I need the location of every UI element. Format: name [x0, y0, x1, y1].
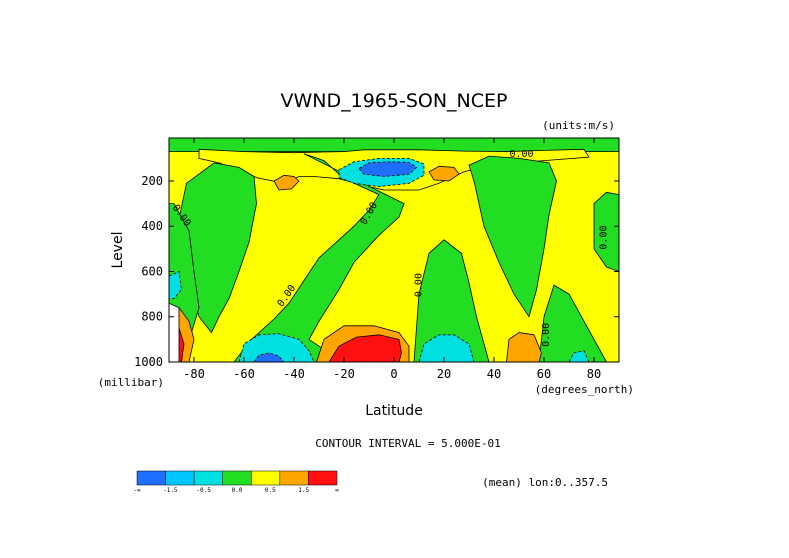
y-tick-label-1: 400	[141, 219, 163, 233]
x-axis-title: Latitude	[365, 403, 423, 419]
x-tick-label-8: 80	[587, 367, 601, 381]
contour-region-blue-18	[253, 352, 285, 362]
x-tick-label-6: 40	[487, 367, 501, 381]
contour-region-green-1	[169, 138, 619, 152]
mean-longitude-text: (mean) lon:0..357.5	[482, 476, 608, 489]
x-tick-label-3: -20	[333, 367, 355, 381]
units-label: (units:m/s)	[542, 119, 615, 132]
contour-interval-text: CONTOUR INTERVAL = 5.000E-01	[315, 437, 500, 450]
y-axis-title: Level	[110, 232, 126, 269]
colorbar-swatch-1	[165, 470, 195, 486]
x-tick-label-7: 60	[537, 367, 551, 381]
contour-label-0: 0.00	[509, 149, 533, 160]
colorbar-swatch-2	[193, 470, 223, 486]
colorbar-label-4: 0.5	[265, 487, 276, 494]
chart-title: VWND_1965-SON_NCEP	[280, 90, 507, 112]
colorbar-label-6: ∞	[335, 487, 339, 494]
contour-region-green-5	[233, 153, 405, 362]
x-tick-label-2: -40	[283, 367, 305, 381]
colorbar-label-0: -∞	[133, 487, 141, 494]
contour-region-green-9	[593, 191, 619, 272]
colorbar-label-1: -1.5	[163, 487, 178, 494]
y-axis-ticks: 200 400 600 800 1000	[134, 174, 619, 369]
contour-region-orange-11	[428, 165, 460, 182]
x-tick-label-4: 0	[390, 367, 397, 381]
y-tick-label-3: 800	[141, 310, 163, 324]
y-tick-label-2: 600	[141, 264, 163, 278]
contour-plot-area	[169, 138, 619, 362]
colorbar-swatch-6	[308, 470, 338, 486]
contour-region-cyan-17	[238, 333, 315, 362]
x-tick-label-5: 20	[437, 367, 451, 381]
colorbar-swatch-4	[251, 470, 281, 486]
contour-region-green-7	[468, 155, 557, 318]
contour-label-6: 0.00	[599, 226, 610, 250]
colorbar-label-2: -0.5	[196, 487, 211, 494]
contour-region-green-6	[413, 239, 490, 362]
contour-label-4: 0.00	[414, 273, 425, 297]
contour-region-red-14	[328, 334, 402, 362]
contour-region-cyan-21	[169, 270, 182, 299]
colorbar-swatch-0	[136, 470, 166, 486]
x-axis-units: (degrees_north)	[535, 383, 634, 396]
contour-label-5: 0.00	[541, 323, 552, 347]
colorbar: -∞ -1.5 -0.5 0.0 0.5 1.5 ∞	[133, 470, 339, 494]
contour-region-orange-12	[506, 332, 542, 362]
contour-region-cyan-19	[418, 334, 475, 362]
contour-region-blue-16	[358, 161, 418, 177]
colorbar-swatch-3	[222, 470, 252, 486]
x-tick-label-0: -80	[183, 367, 205, 381]
x-axis-ticks: -80 -60 -40 -20 0 20 40 60 80	[183, 138, 601, 381]
contour-region-white-25	[169, 302, 180, 362]
colorbar-label-5: 1.5	[298, 487, 309, 494]
colorbar-swatch-5	[279, 470, 309, 486]
contour-region-orange-10	[273, 174, 300, 191]
colorbar-label-3: 0.0	[232, 487, 243, 494]
contour-region-cyan-20	[568, 350, 590, 362]
x-tick-label-1: -60	[233, 367, 255, 381]
y-axis-units: (millibar)	[98, 376, 164, 389]
y-tick-label-0: 200	[141, 174, 163, 188]
y-tick-label-4: 1000	[134, 355, 163, 369]
contour-region-green-8	[538, 284, 607, 362]
